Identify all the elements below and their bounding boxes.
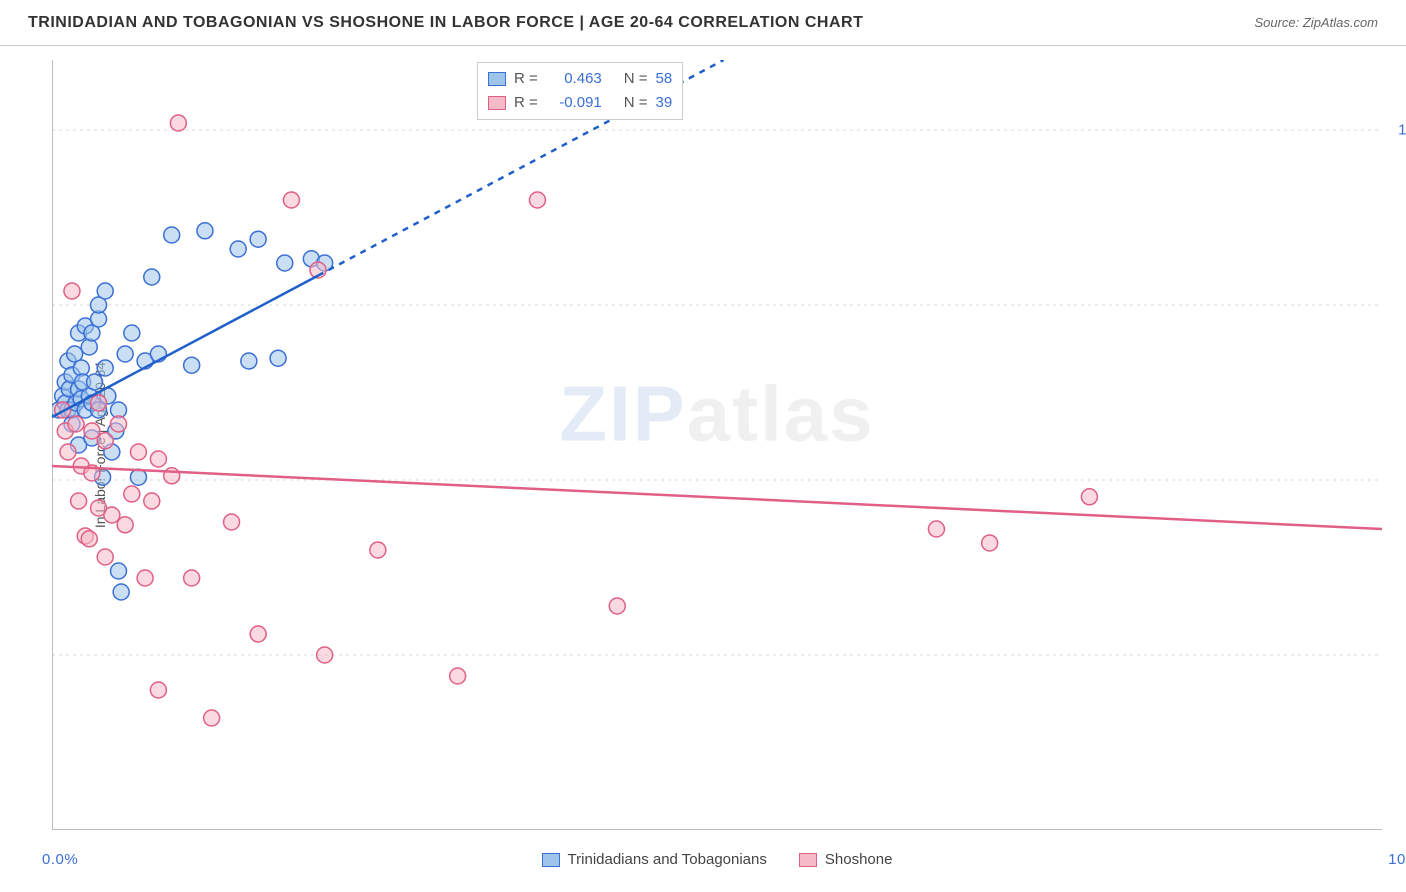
chart-title: TRINIDADIAN AND TOBAGONIAN VS SHOSHONE I…	[28, 14, 863, 32]
n-value: 39	[656, 91, 673, 115]
series-legend-label: Shoshone	[825, 851, 893, 868]
y-tick-label: 100.0%	[1398, 122, 1406, 139]
r-value: -0.091	[546, 91, 602, 115]
x-axis-max-label: 100.0%	[1388, 851, 1406, 868]
x-axis-min-label: 0.0%	[42, 851, 78, 868]
r-label: R =	[514, 91, 538, 115]
series-legend-item: Shoshone	[799, 851, 893, 868]
source-label: Source: ZipAtlas.com	[1254, 15, 1378, 30]
series-legend: Trinidadians and Tobagonians Shoshone	[52, 851, 1382, 868]
legend-swatch	[488, 96, 506, 110]
r-value: 0.463	[546, 67, 602, 91]
r-label: R =	[514, 67, 538, 91]
series-legend-item: Trinidadians and Tobagonians	[542, 851, 767, 868]
scatter-plot-svg	[52, 60, 1382, 830]
n-value: 58	[656, 67, 673, 91]
header-bar: TRINIDADIAN AND TOBAGONIAN VS SHOSHONE I…	[0, 0, 1406, 46]
n-label: N =	[624, 67, 648, 91]
chart-container: TRINIDADIAN AND TOBAGONIAN VS SHOSHONE I…	[0, 0, 1406, 892]
legend-row: R = 0.463 N = 58	[488, 67, 672, 91]
plot-area: In Labor Force | Age 20-64 ZIPatlas R =0…	[52, 60, 1382, 830]
legend-swatch	[542, 853, 560, 867]
series-legend-label: Trinidadians and Tobagonians	[568, 851, 767, 868]
n-label: N =	[624, 91, 648, 115]
legend-row: R = -0.091 N = 39	[488, 91, 672, 115]
legend-swatch	[488, 72, 506, 86]
legend-swatch	[799, 853, 817, 867]
correlation-legend: R = 0.463 N = 58 R = -0.091 N = 39	[477, 62, 683, 120]
